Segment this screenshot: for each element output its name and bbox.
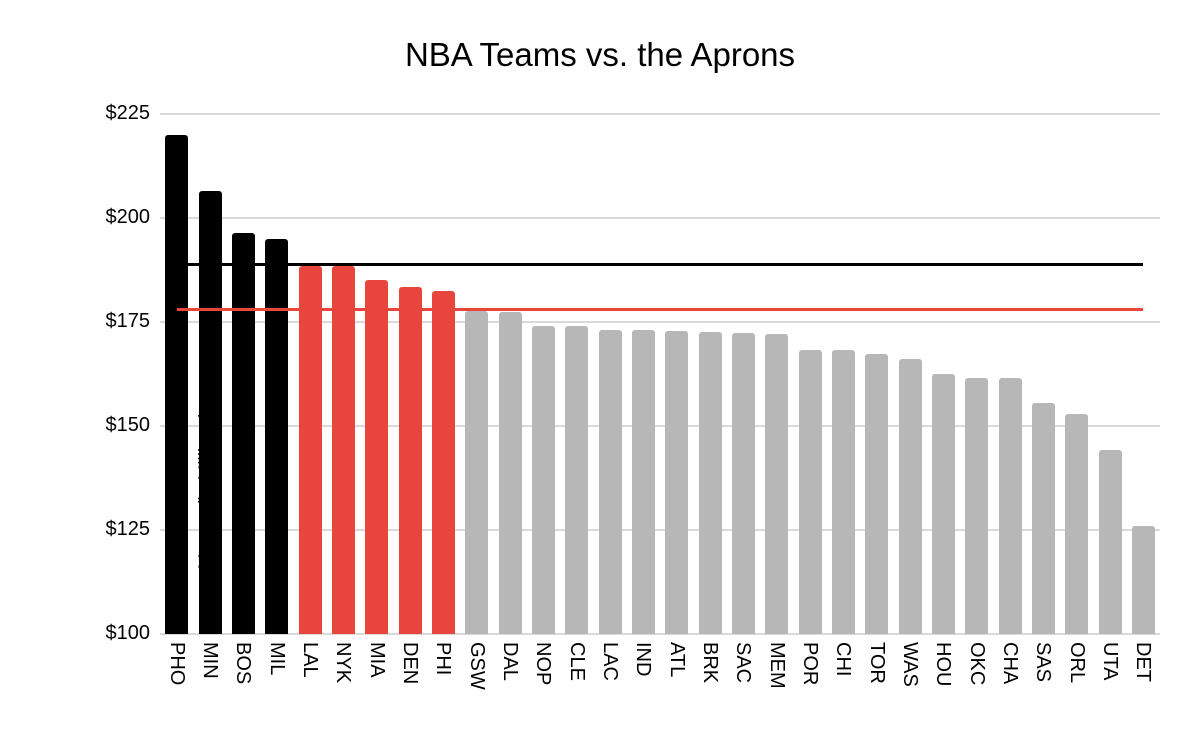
gridline-125: [160, 529, 1160, 531]
x-axis-label-LAL: LAL: [299, 642, 321, 678]
x-axis-label-UTA: UTA: [1099, 642, 1121, 681]
x-axis-label-SAC: SAC: [732, 642, 755, 684]
x-axis-label-DAL: DAL: [499, 642, 521, 681]
bar-NOP: [531, 325, 555, 634]
plot-area: Money (in Millions) $100$125$150$175$200…: [106, 102, 1160, 690]
x-axis-label-BRK: BRK: [699, 642, 721, 684]
gridline-200: [160, 217, 1160, 219]
bar-SAS: [1031, 403, 1055, 634]
bar-GSW: [465, 310, 489, 634]
x-axis-label-IND: IND: [632, 642, 655, 677]
bar-CHA: [998, 378, 1022, 634]
gridline-225: [160, 113, 1160, 115]
bar-POR: [798, 349, 822, 634]
bar-PHO: [165, 134, 189, 634]
bar-HOU: [931, 373, 955, 634]
bar-DEN: [398, 287, 422, 634]
x-axis-label-CLE: CLE: [565, 642, 588, 681]
x-axis-label-LAC: LAC: [599, 642, 621, 681]
gridline-100: [160, 633, 1160, 635]
x-axis-label-POR: POR: [799, 642, 821, 686]
bar-PHI: [431, 290, 455, 634]
x-axis-label-NYK: NYK: [332, 642, 355, 684]
bar-TOR: [865, 353, 889, 634]
x-axis-label-DEN: DEN: [399, 642, 421, 685]
bar-ORL: [1065, 413, 1089, 634]
bar-CLE: [565, 326, 589, 634]
y-tick-label-175: $175: [105, 310, 151, 332]
x-axis-label-MIL: MIL: [265, 642, 288, 676]
x-axis-label-DET: DET: [1132, 642, 1155, 682]
x-axis-label-NOP: NOP: [532, 642, 555, 686]
x-axis-label-ATL: ATL: [665, 642, 688, 678]
bar-UTA: [1098, 449, 1122, 634]
bar-IND: [631, 329, 655, 634]
bar-ATL: [665, 331, 689, 634]
bar-DAL: [498, 311, 522, 634]
x-axis-label-WAS: WAS: [899, 642, 921, 687]
bar-OKC: [965, 377, 989, 634]
bar-SAC: [731, 333, 755, 634]
bar-MIN: [198, 190, 222, 634]
bar-MIL: [265, 238, 289, 634]
bar-MEM: [765, 334, 789, 634]
chart-title: NBA Teams vs. the Aprons: [404, 36, 796, 73]
gridline-150: [160, 425, 1160, 427]
x-axis-label-PHI: PHI: [432, 642, 455, 676]
x-axis-label-MEM: MEM: [765, 642, 788, 689]
x-axis-label-HOU: HOU: [932, 642, 955, 687]
bar-MIA: [365, 279, 389, 634]
bar-DET: [1131, 525, 1155, 634]
y-tick-label-200: $200: [105, 206, 151, 228]
second-apron-line: [176, 262, 1144, 266]
first-apron-line: [176, 307, 1144, 311]
x-axis-label-CHI: CHI: [832, 642, 855, 677]
bar-BOS: [231, 232, 255, 634]
bar-WAS: [898, 359, 922, 634]
x-axis-label-BOS: BOS: [232, 642, 255, 685]
x-axis-label-GSW: GSW: [465, 642, 488, 690]
x-axis-label-PHO: PHO: [165, 642, 188, 686]
x-axis-label-MIN: MIN: [199, 642, 221, 679]
x-axis-label-ORL: ORL: [1065, 642, 1088, 684]
x-axis-label-CHA: CHA: [999, 642, 1021, 685]
bar-NYK: [331, 266, 355, 634]
bar-BRK: [698, 331, 722, 634]
x-axis-label-TOR: TOR: [865, 642, 888, 684]
bar-CHI: [831, 350, 855, 634]
y-tick-label-125: $125: [105, 518, 151, 540]
y-tick-label-225: $225: [105, 102, 151, 124]
bar-LAC: [598, 329, 622, 634]
x-axis-label-MIA: MIA: [365, 642, 388, 678]
x-axis-label-SAS: SAS: [1032, 642, 1055, 683]
bar-LAL: [298, 265, 322, 634]
y-tick-label-150: $150: [105, 414, 151, 436]
y-tick-label-100: $100: [105, 622, 151, 644]
gridline-175: [160, 321, 1160, 323]
x-axis-label-OKC: OKC: [965, 642, 988, 686]
